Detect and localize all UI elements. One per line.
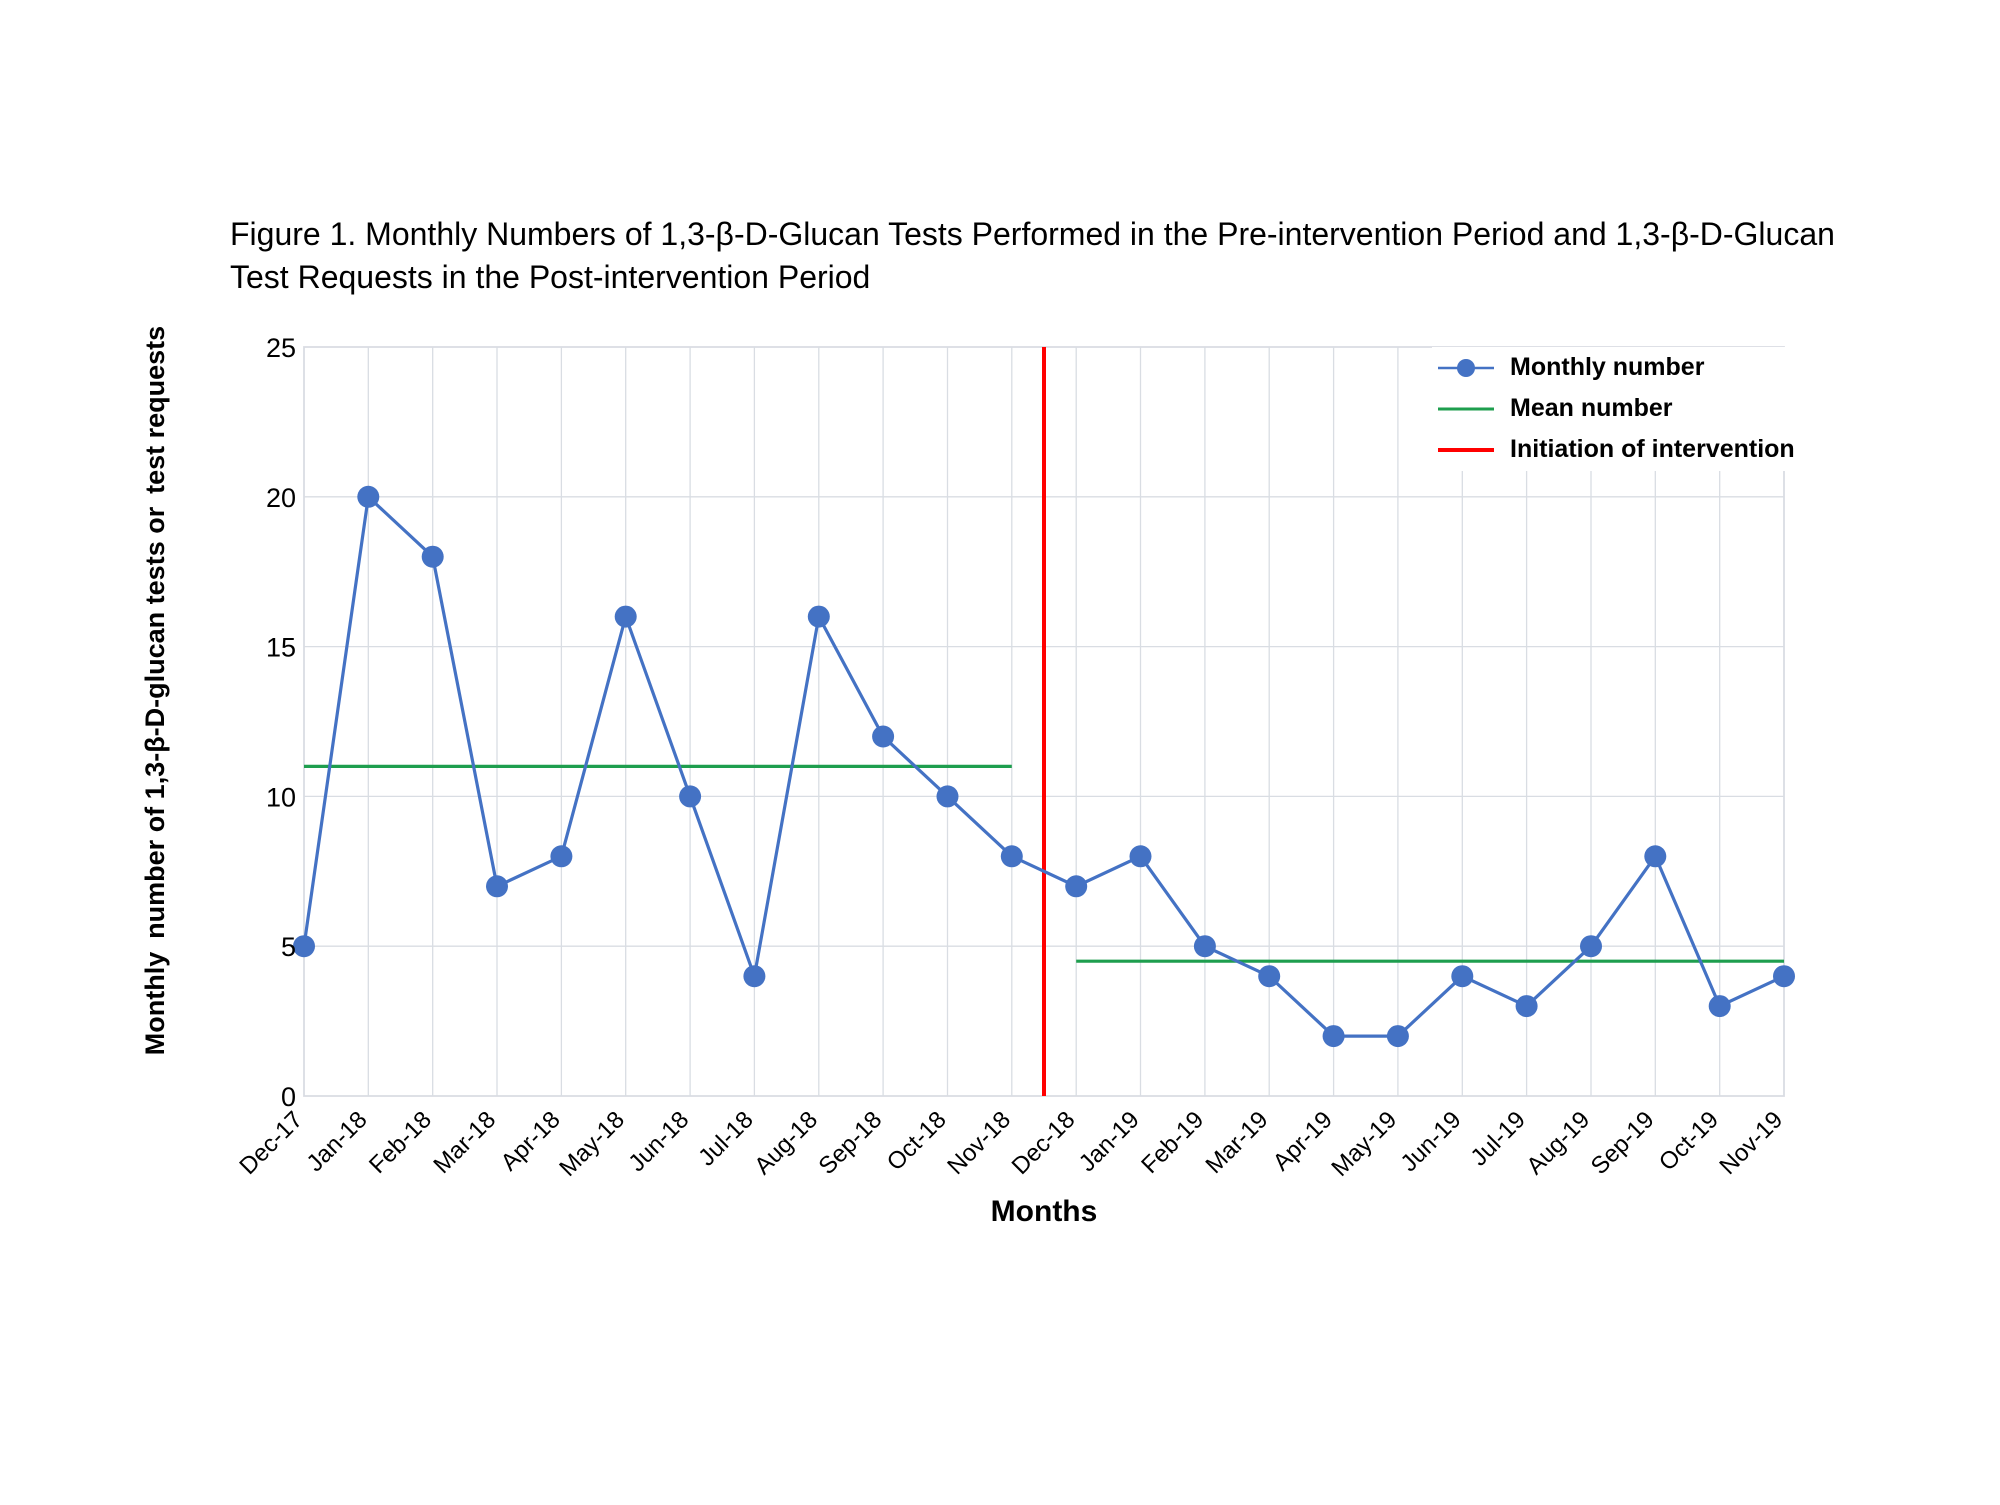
svg-text:5: 5 [281, 932, 296, 962]
svg-text:May-19: May-19 [1326, 1106, 1402, 1182]
svg-text:Dec-18: Dec-18 [1007, 1106, 1081, 1180]
svg-text:Apr-18: Apr-18 [496, 1106, 566, 1176]
svg-text:Oct-19: Oct-19 [1654, 1106, 1724, 1176]
svg-text:Jan-18: Jan-18 [302, 1106, 373, 1177]
svg-text:Sep-19: Sep-19 [1586, 1106, 1660, 1180]
svg-text:Jan-19: Jan-19 [1074, 1106, 1145, 1177]
svg-text:20: 20 [266, 483, 296, 513]
svg-text:Jun-19: Jun-19 [1396, 1106, 1467, 1177]
svg-text:Sep-18: Sep-18 [814, 1106, 888, 1180]
svg-text:Aug-19: Aug-19 [1521, 1106, 1595, 1180]
svg-text:Jun-18: Jun-18 [623, 1106, 694, 1177]
svg-text:25: 25 [266, 333, 296, 363]
svg-text:Feb-19: Feb-19 [1136, 1106, 1209, 1179]
svg-text:May-18: May-18 [554, 1106, 630, 1182]
svg-text:Aug-18: Aug-18 [749, 1106, 823, 1180]
svg-text:Feb-18: Feb-18 [364, 1106, 437, 1179]
svg-text:Nov-19: Nov-19 [1714, 1106, 1788, 1180]
svg-text:Apr-19: Apr-19 [1268, 1106, 1338, 1176]
svg-text:Oct-18: Oct-18 [882, 1106, 952, 1176]
svg-text:Dec-17: Dec-17 [234, 1106, 308, 1180]
svg-text:10: 10 [266, 782, 296, 812]
svg-text:Mar-18: Mar-18 [428, 1106, 501, 1179]
svg-text:Mar-19: Mar-19 [1201, 1106, 1274, 1179]
svg-text:15: 15 [266, 633, 296, 663]
svg-text:Nov-18: Nov-18 [942, 1106, 1016, 1180]
